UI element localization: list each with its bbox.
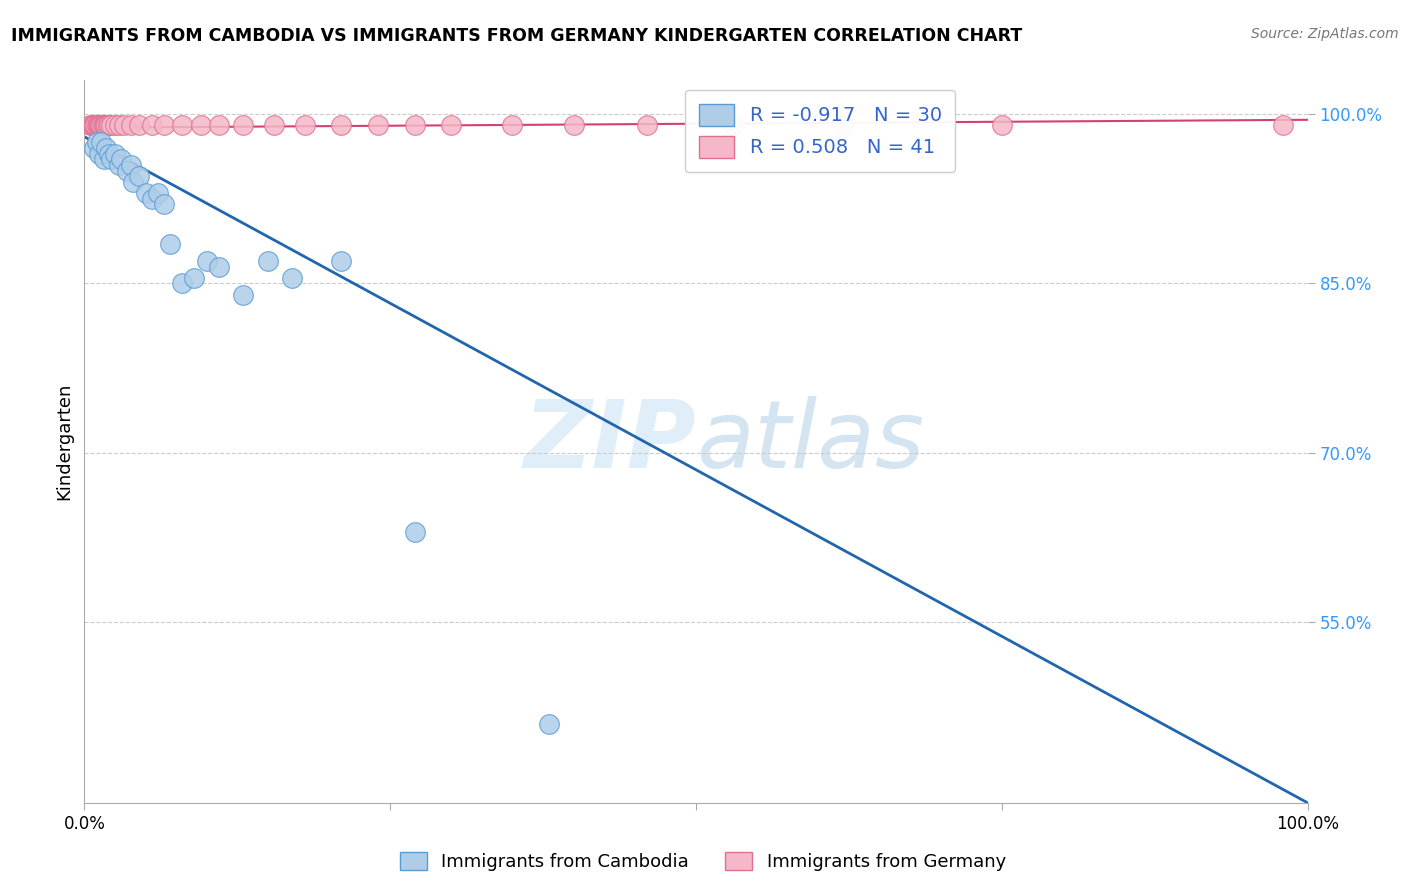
Text: atlas: atlas (696, 396, 924, 487)
Point (107, 119, 129, 133)
Point (90, 119, 112, 133)
Point (636, 119, 658, 133)
Y-axis label: Kindergarten: Kindergarten (55, 383, 73, 500)
Text: Source: ZipAtlas.com: Source: ZipAtlas.com (1251, 27, 1399, 41)
Point (153, 119, 176, 133)
Point (89, 119, 111, 133)
Point (208, 119, 231, 133)
Point (190, 119, 212, 133)
Point (96, 119, 118, 133)
Point (404, 119, 426, 133)
Point (991, 119, 1014, 133)
Point (86, 119, 108, 133)
Point (87, 146, 110, 161)
Point (172, 119, 194, 133)
Point (257, 253, 280, 268)
Point (110, 153, 132, 167)
Point (96, 141, 118, 155)
Text: IMMIGRANTS FROM CAMBODIA VS IMMIGRANTS FROM GERMANY KINDERGARTEN CORRELATION CHA: IMMIGRANTS FROM CAMBODIA VS IMMIGRANTS F… (11, 27, 1022, 45)
Point (80, 119, 103, 133)
Point (367, 119, 389, 133)
Point (97, 119, 120, 133)
Point (330, 119, 353, 133)
Point (120, 158, 142, 172)
Point (831, 119, 853, 133)
Point (128, 169, 150, 184)
Point (94, 119, 117, 133)
Point (107, 158, 129, 172)
Point (232, 287, 254, 301)
Point (91, 119, 114, 133)
Point (263, 119, 285, 133)
Point (404, 524, 426, 539)
Point (100, 119, 122, 133)
Point (721, 119, 744, 133)
Point (440, 119, 463, 133)
Point (87, 119, 110, 133)
Point (128, 119, 150, 133)
Point (104, 146, 127, 161)
Point (115, 163, 138, 178)
Point (90, 136, 112, 150)
Point (83, 119, 105, 133)
Point (153, 197, 176, 211)
Point (93, 119, 115, 133)
Point (294, 119, 316, 133)
Point (1272, 119, 1295, 133)
Point (120, 119, 142, 133)
Point (122, 175, 145, 189)
Point (112, 119, 135, 133)
Point (79, 119, 101, 133)
Point (183, 270, 205, 285)
Point (104, 119, 127, 133)
Point (146, 186, 169, 201)
Point (87, 119, 110, 133)
Point (97, 146, 120, 161)
Point (82, 119, 104, 133)
Point (538, 716, 561, 731)
Point (135, 186, 157, 201)
Point (502, 119, 524, 133)
Point (562, 119, 585, 133)
Text: ZIP: ZIP (523, 395, 696, 488)
Point (100, 153, 122, 167)
Point (330, 253, 353, 268)
Legend: R = -0.917   N = 30, R = 0.508   N = 41: R = -0.917 N = 30, R = 0.508 N = 41 (686, 90, 955, 172)
Point (172, 277, 194, 291)
Point (86, 136, 108, 150)
Point (232, 119, 254, 133)
Point (281, 270, 304, 285)
Point (195, 253, 218, 268)
Legend: Immigrants from Cambodia, Immigrants from Germany: Immigrants from Cambodia, Immigrants fro… (392, 845, 1014, 879)
Point (141, 119, 163, 133)
Point (93, 153, 115, 167)
Point (141, 192, 163, 206)
Point (159, 237, 181, 252)
Point (84, 119, 107, 133)
Point (83, 141, 105, 155)
Point (208, 260, 231, 274)
Point (97, 119, 120, 133)
